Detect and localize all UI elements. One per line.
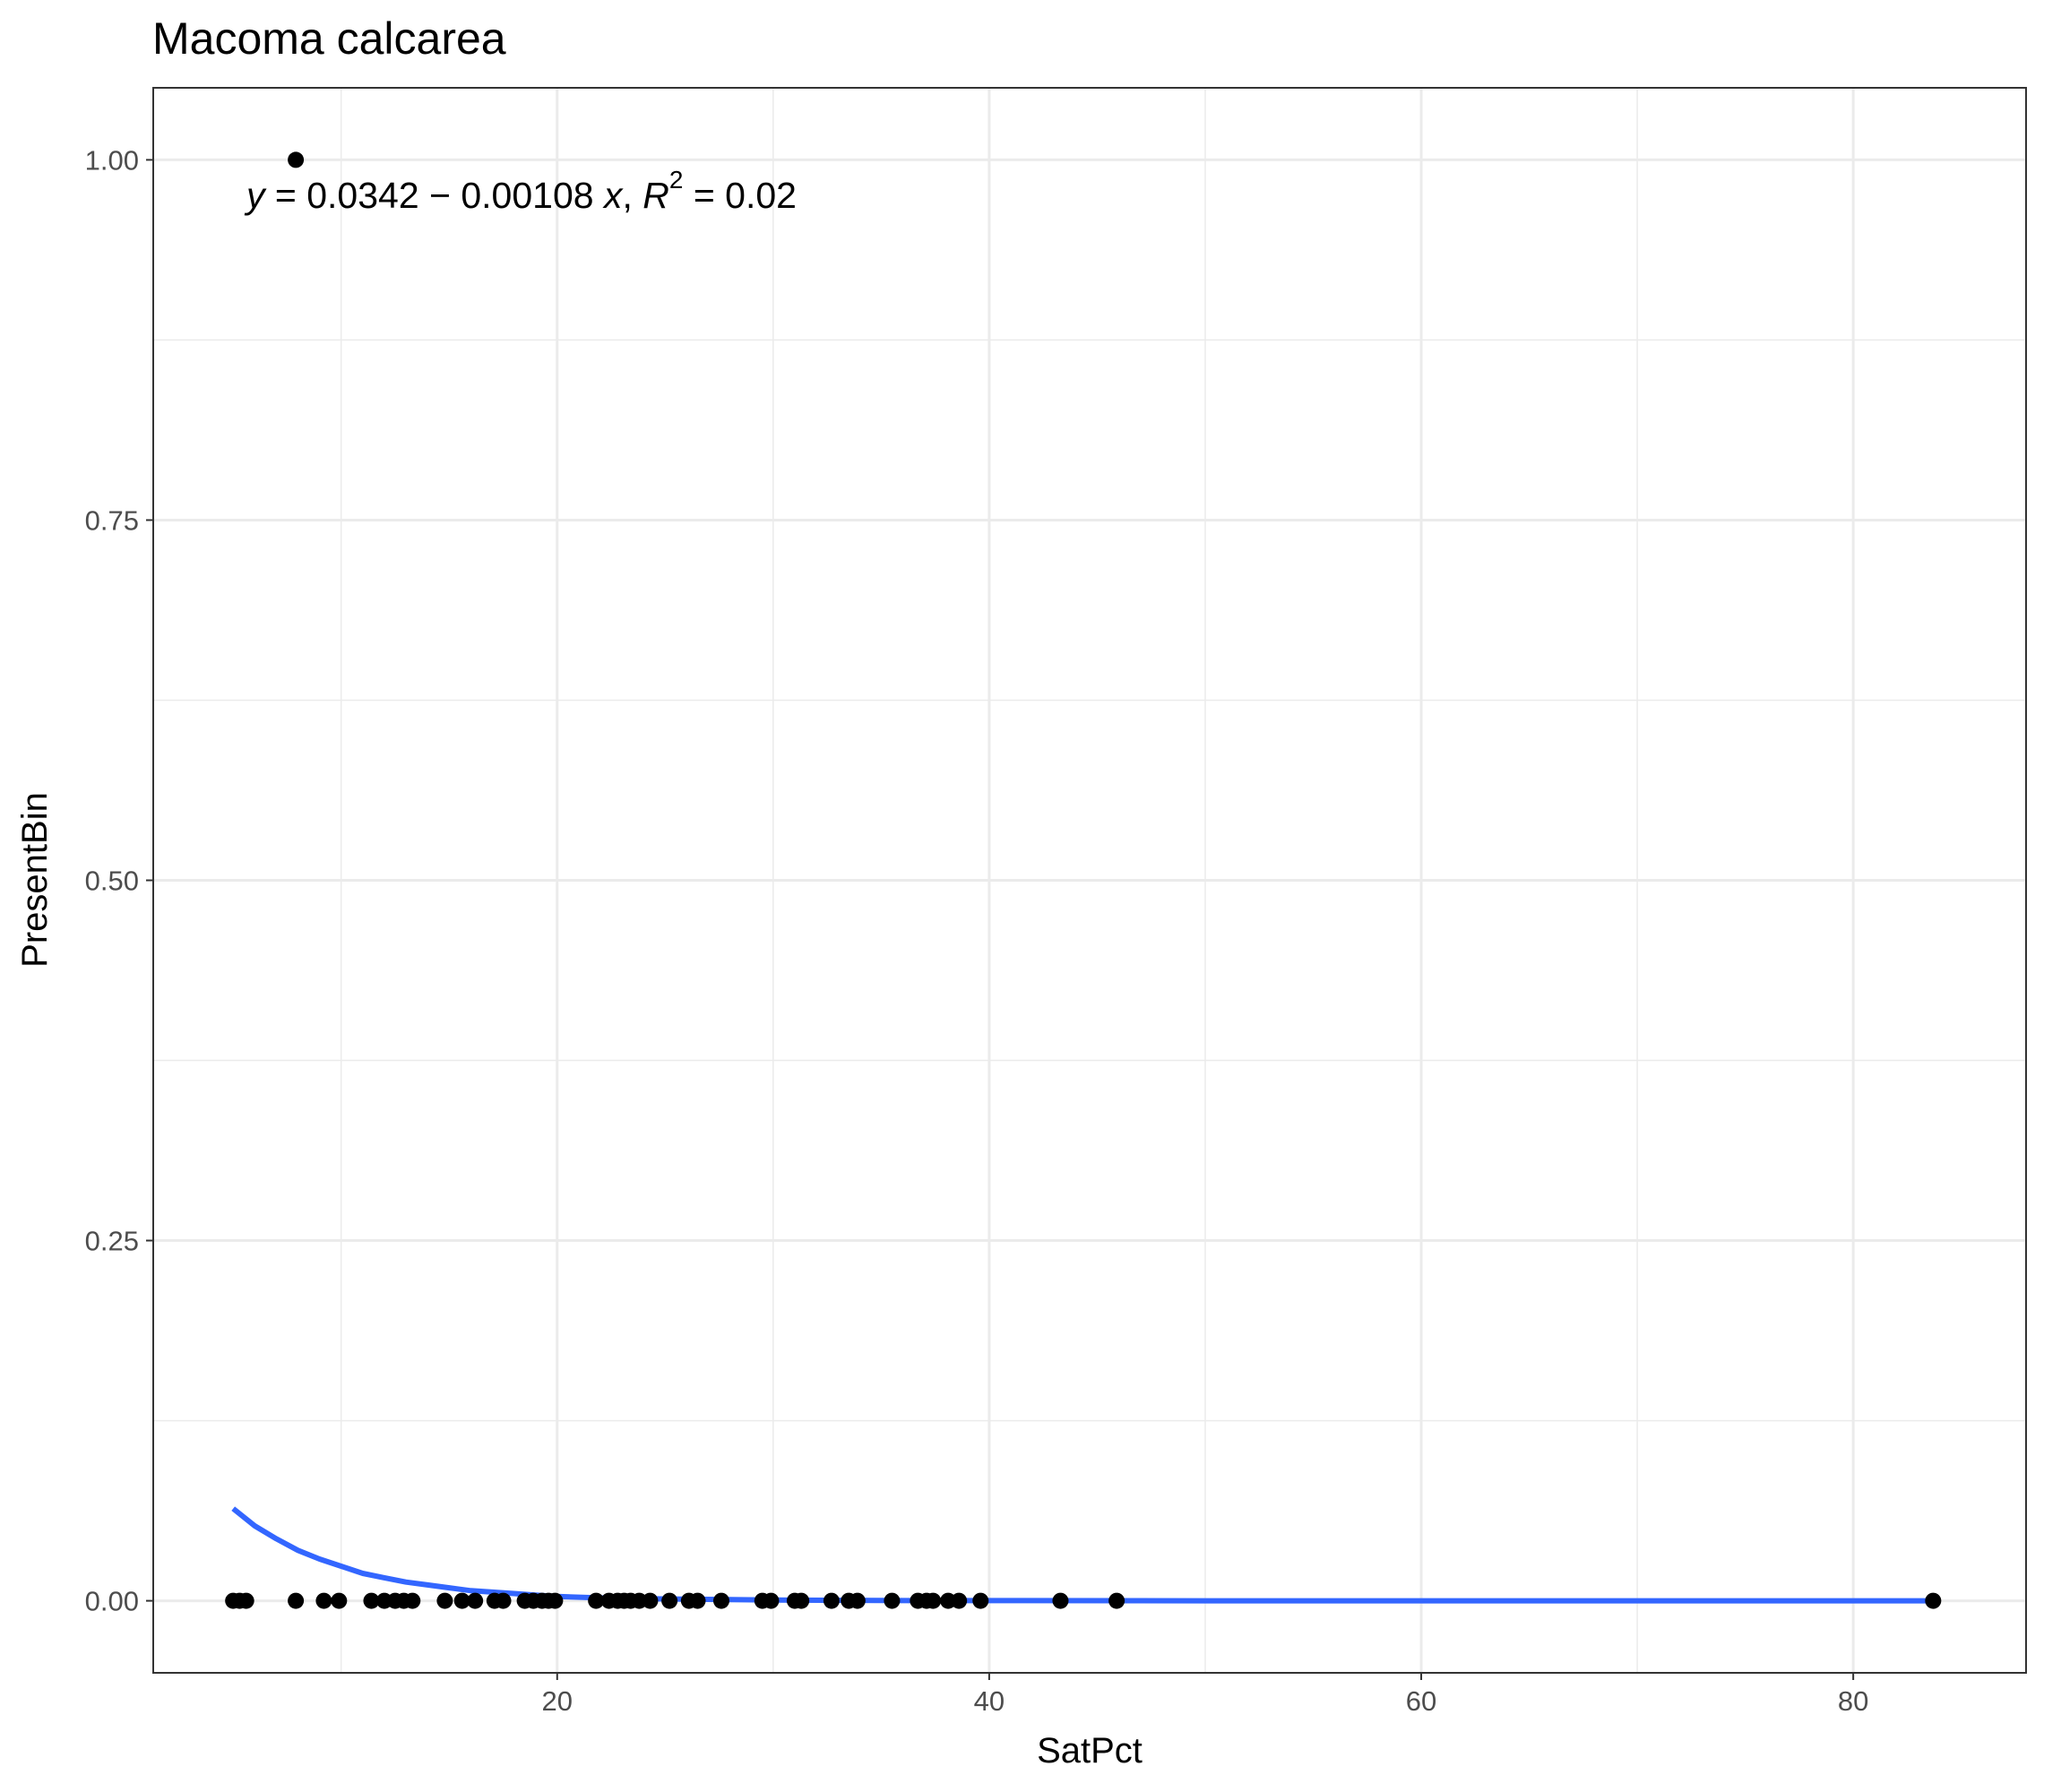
equation-y-var: y: [244, 175, 267, 216]
data-point: [661, 1592, 678, 1609]
equation-comma: ,: [622, 175, 642, 216]
data-point: [951, 1592, 968, 1609]
y-tick-label: 1.00: [85, 144, 139, 176]
data-point: [467, 1592, 484, 1609]
equation-r-squared-value: = 0.02: [683, 175, 797, 216]
regression-equation: y = 0.0342 − 0.00108 x, R2 = 0.02: [244, 166, 797, 216]
data-point: [712, 1592, 729, 1609]
data-point: [495, 1592, 512, 1609]
data-point: [642, 1592, 659, 1609]
y-tick-label: 0.50: [85, 866, 139, 897]
data-point: [972, 1592, 989, 1609]
x-axis-title: SatPct: [1037, 1731, 1143, 1770]
y-axis-title: PresentBin: [15, 792, 55, 968]
data-point: [849, 1592, 866, 1609]
equation-r-exponent: 2: [669, 166, 684, 194]
data-point: [436, 1592, 453, 1609]
data-point: [1925, 1592, 1942, 1609]
data-point: [453, 1592, 470, 1609]
x-axis: 20 40 60 80: [542, 1673, 1868, 1717]
data-point: [547, 1592, 564, 1609]
y-tick-label: 0.00: [85, 1586, 139, 1617]
data-point: [288, 151, 305, 168]
data-point: [763, 1592, 780, 1609]
data-point: [404, 1592, 421, 1609]
y-axis: 0.00 0.25 0.50 0.75 1.00: [85, 144, 153, 1617]
data-point: [925, 1592, 942, 1609]
chart-title: Macoma calcarea: [152, 13, 506, 64]
x-tick-label: 40: [974, 1685, 1005, 1717]
data-point: [689, 1592, 706, 1609]
equation-r-var: R: [642, 175, 669, 216]
major-gridlines: [153, 88, 2026, 1673]
data-point: [884, 1592, 901, 1609]
data-point: [1052, 1592, 1069, 1609]
data-point: [823, 1592, 840, 1609]
data-point: [1108, 1592, 1125, 1609]
data-point: [331, 1592, 348, 1609]
data-point: [237, 1592, 254, 1609]
data-point: [288, 1592, 305, 1609]
x-tick-label: 20: [542, 1685, 573, 1717]
x-tick-label: 60: [1406, 1685, 1436, 1717]
data-point: [363, 1592, 380, 1609]
equation-x-var: x: [602, 175, 624, 216]
x-tick-label: 80: [1838, 1685, 1868, 1717]
y-tick-label: 0.25: [85, 1226, 139, 1257]
data-point: [588, 1592, 605, 1609]
data-point: [793, 1592, 810, 1609]
data-points: [225, 151, 1942, 1609]
data-point: [315, 1592, 332, 1609]
y-tick-label: 0.75: [85, 504, 139, 536]
equation-intercept-slope: = 0.0342 − 0.00108: [265, 175, 604, 216]
